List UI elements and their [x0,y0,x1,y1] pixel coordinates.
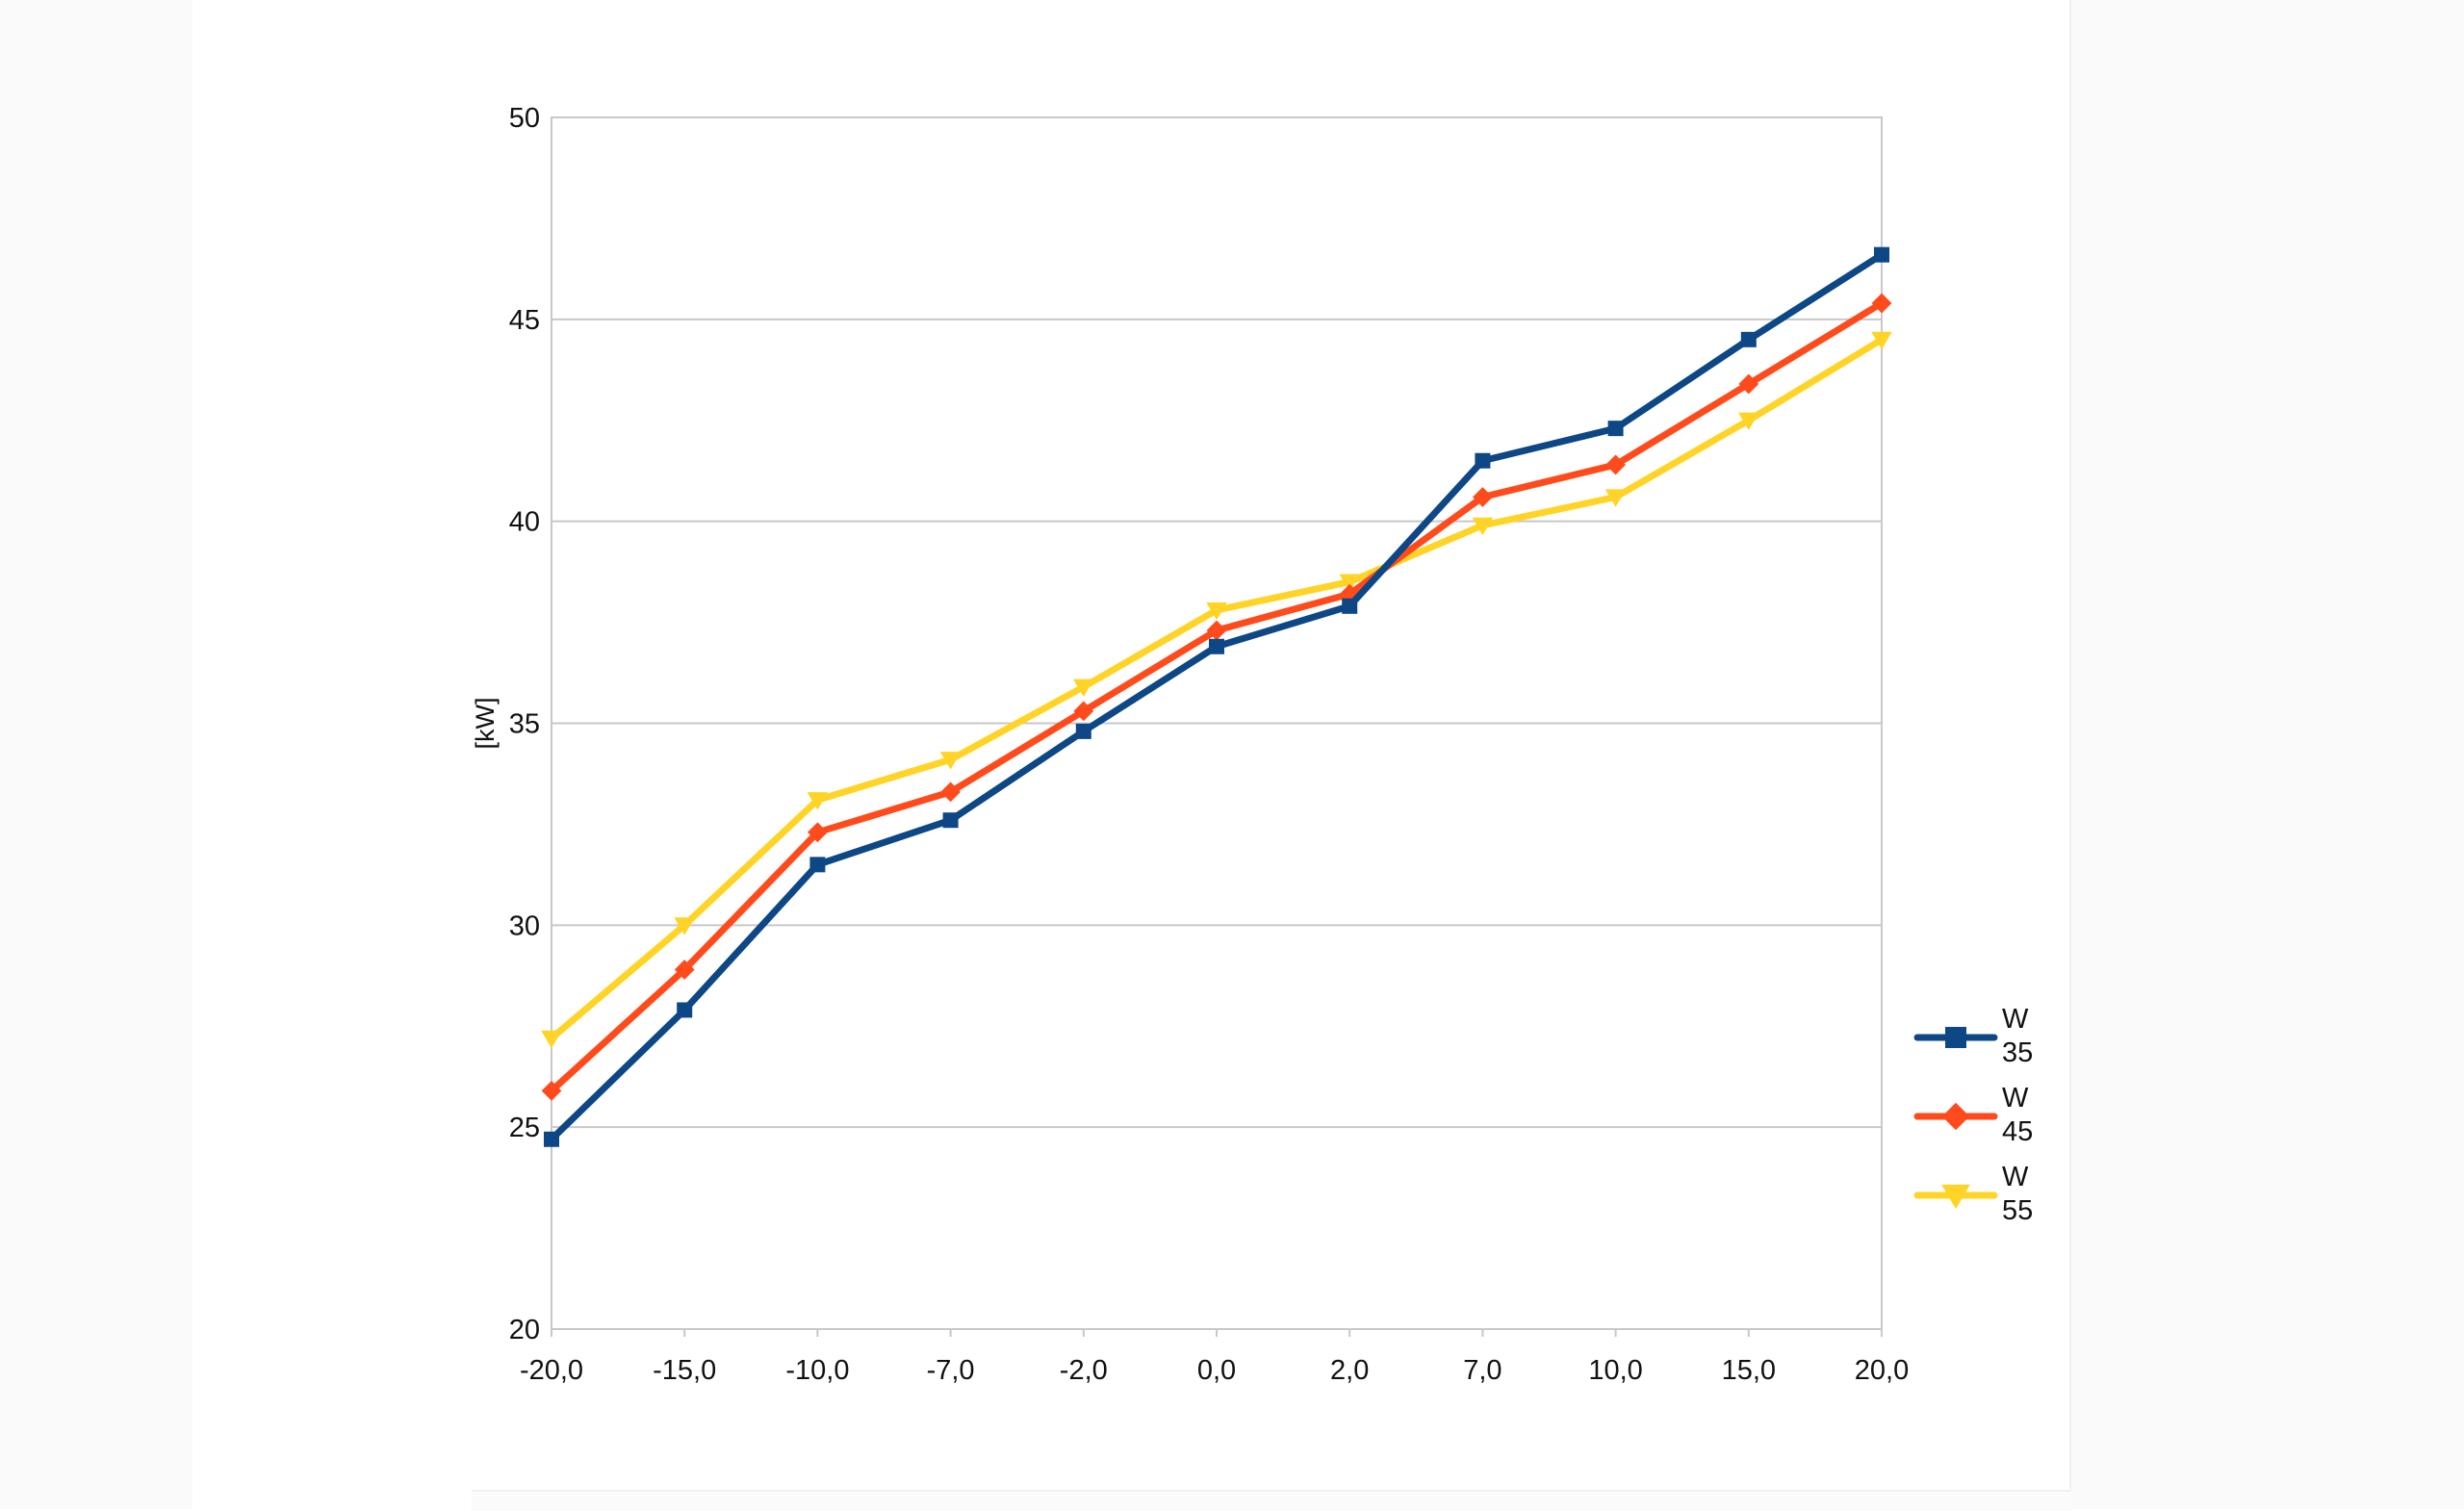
y-axis-tick-labels: 20 25 30 35 40 45 50 [509,103,540,1345]
data-point-marker [1738,373,1759,395]
data-point-marker [1206,620,1227,641]
right-margin-band [2069,0,2464,1509]
y-tick-label: 35 [509,709,540,740]
y-tick-label: 30 [509,910,540,941]
legend-label: 35 [2002,1037,2033,1068]
data-point-marker [1473,487,1493,507]
series-w-55 [541,331,1892,1049]
x-axis-tick-labels: -20,0 -15,0 -10,0 -7,0 -2,0 0,0 2,0 7,0 10,0 15,0… [520,1355,1909,1386]
series-line [548,251,1886,1143]
y-tick-label: 50 [509,103,540,134]
y-tick-label: 40 [509,507,540,538]
data-point-marker [544,1131,559,1147]
data-point-marker [1472,517,1494,536]
data-point-marker [1941,1184,1970,1210]
legend-label: W [2002,1162,2029,1192]
data-point-marker [1871,331,1892,350]
data-point-marker [1209,638,1224,654]
data-point-marker [677,1002,693,1018]
data-point-marker [1605,454,1626,475]
x-tick-label: -2,0 [1060,1355,1108,1386]
data-point-marker [1607,421,1624,437]
data-point-marker [1874,246,1889,263]
y-tick-label: 45 [509,305,540,336]
data-point-marker [674,960,695,980]
legend-label: 45 [2002,1116,2033,1147]
data-point-marker [1871,293,1892,314]
x-tick-label: 7,0 [1463,1355,1502,1386]
data-point-marker [1941,1102,1970,1131]
data-point-marker [1945,1027,1966,1048]
grid-lines [551,116,1883,1337]
x-tick-label: -7,0 [927,1355,975,1386]
data-point-marker [1604,489,1627,507]
x-tick-label: 20,0 [1855,1355,1909,1386]
data-point-marker [942,812,959,829]
data-point-marker [1738,412,1759,431]
series-w-45 [541,293,1892,1101]
y-tick-label: 25 [509,1113,540,1143]
legend-entry: W45 [1913,1083,2033,1147]
bottom-margin-band [472,1490,2071,1511]
data-point-marker [808,822,828,843]
legend-label: 55 [2002,1195,2033,1226]
x-tick-label: 0,0 [1197,1355,1236,1386]
legend-label: W [2002,1083,2029,1114]
plot-area-frame [551,116,1883,1330]
data-point-marker [940,781,961,803]
data-point-marker [674,917,695,935]
x-tick-label: -15,0 [653,1355,716,1386]
x-tick-label: 15,0 [1722,1355,1776,1386]
y-tick-label: 20 [509,1315,540,1345]
data-point-marker [939,752,962,770]
y-axis-label: [kW] [471,698,500,750]
data-point-marker [1206,602,1227,621]
x-tick-label: 10,0 [1588,1355,1642,1386]
data-point-marker [541,1080,562,1101]
x-tick-label: -10,0 [785,1355,849,1386]
legend-entry: W35 [1913,1004,2033,1068]
data-point-marker [541,1030,562,1049]
data-point-marker [1475,452,1491,469]
data-point-marker [807,792,829,810]
left-margin-band [0,0,192,1509]
series-line [548,299,1886,1094]
series-w-35 [544,246,1889,1147]
data-point-marker [1740,331,1757,347]
legend-label: W [2002,1004,2029,1035]
data-point-marker [1073,679,1094,697]
data-point-marker [1073,701,1094,722]
data-point-marker [1342,598,1358,614]
x-tick-label: -20,0 [520,1355,583,1386]
x-tick-label: 2,0 [1330,1355,1369,1386]
legend-entry: W55 [1913,1162,2033,1226]
data-point-marker [809,857,826,873]
data-point-marker [1339,574,1360,592]
data-point-marker [1075,723,1091,739]
series-lines [541,246,1892,1147]
